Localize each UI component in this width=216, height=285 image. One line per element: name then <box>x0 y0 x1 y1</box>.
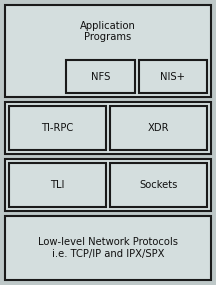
Bar <box>66 60 135 93</box>
Text: NIS+: NIS+ <box>160 72 185 82</box>
Bar <box>110 106 207 150</box>
Text: TLI: TLI <box>50 180 65 190</box>
Bar <box>5 102 211 154</box>
Bar <box>138 60 207 93</box>
Text: TI-RPC: TI-RPC <box>41 123 74 133</box>
Bar <box>5 159 211 211</box>
Bar <box>5 216 211 280</box>
Bar <box>110 163 207 207</box>
Text: Application
Programs: Application Programs <box>80 21 136 42</box>
Text: Sockets: Sockets <box>139 180 178 190</box>
Bar <box>5 5 211 97</box>
Bar <box>9 106 106 150</box>
Text: XDR: XDR <box>148 123 169 133</box>
Text: NFS: NFS <box>91 72 110 82</box>
Bar <box>9 163 106 207</box>
Text: Low-level Network Protocols
i.e. TCP/IP and IPX/SPX: Low-level Network Protocols i.e. TCP/IP … <box>38 237 178 259</box>
